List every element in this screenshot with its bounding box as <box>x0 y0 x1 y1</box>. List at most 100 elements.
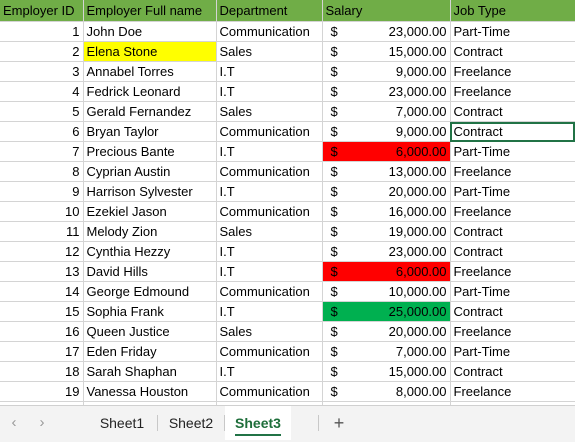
tab-sheet1[interactable]: Sheet1 <box>88 406 156 440</box>
cell-employer-id[interactable]: 16 <box>0 321 84 342</box>
cell-salary[interactable]: $23,000.00 <box>322 81 451 102</box>
cell-department[interactable]: I.T <box>216 61 323 82</box>
cell-full-name[interactable]: Fedrick Leonard <box>83 81 217 102</box>
cell-full-name[interactable]: Vanessa Houston <box>83 381 217 402</box>
cell-employer-id[interactable]: 8 <box>0 161 84 182</box>
cell-salary[interactable]: $19,000.00 <box>322 221 451 242</box>
plus-icon[interactable]: + <box>333 413 345 433</box>
cell-full-name[interactable]: David Hills <box>83 261 217 282</box>
cell-department[interactable]: Sales <box>216 101 323 122</box>
cell-department[interactable]: Communication <box>216 201 323 222</box>
cell-employer-id[interactable]: 3 <box>0 61 84 82</box>
cell-department[interactable]: I.T <box>216 241 323 262</box>
cell-employer-id[interactable]: 12 <box>0 241 84 262</box>
cell-employer-id[interactable]: 7 <box>0 141 84 162</box>
cell-full-name[interactable]: Sophia Frank <box>83 301 217 322</box>
cell-job-type[interactable]: Part-Time <box>450 341 575 362</box>
cell-job-type[interactable]: Contract <box>450 361 575 382</box>
cell-full-name[interactable]: Eden Friday <box>83 341 217 362</box>
cell-employer-id[interactable]: 2 <box>0 41 84 62</box>
cell-job-type[interactable]: Contract <box>450 41 575 62</box>
cell-job-type[interactable]: Part-Time <box>450 141 575 162</box>
cell-full-name[interactable]: Melody Zion <box>83 221 217 242</box>
header-cell-job-type[interactable]: Job Type <box>450 0 575 22</box>
cell-job-type[interactable]: Contract <box>450 121 575 142</box>
cell-full-name[interactable]: Sarah Shaphan <box>83 361 217 382</box>
cell-job-type[interactable]: Part-Time <box>450 21 575 42</box>
cell-salary[interactable]: $10,000.00 <box>322 281 451 302</box>
cell-department[interactable]: Sales <box>216 41 323 62</box>
cell-salary[interactable]: $23,000.00 <box>322 21 451 42</box>
cell-full-name[interactable]: Harrison Sylvester <box>83 181 217 202</box>
cell-employer-id[interactable]: 13 <box>0 261 84 282</box>
cell-salary[interactable]: $8,000.00 <box>322 381 451 402</box>
cell-full-name[interactable]: Gerald Fernandez <box>83 101 217 122</box>
cell-salary[interactable]: $9,000.00 <box>322 61 451 82</box>
empty-cell[interactable] <box>0 401 84 405</box>
cell-job-type[interactable]: Contract <box>450 221 575 242</box>
cell-salary[interactable]: $7,000.00 <box>322 341 451 362</box>
cell-job-type[interactable]: Contract <box>450 241 575 262</box>
cell-department[interactable]: I.T <box>216 141 323 162</box>
cell-department[interactable]: Sales <box>216 221 323 242</box>
cell-full-name[interactable]: Ezekiel Jason <box>83 201 217 222</box>
cell-full-name[interactable]: Annabel Torres <box>83 61 217 82</box>
cell-employer-id[interactable]: 5 <box>0 101 84 122</box>
cell-job-type[interactable]: Part-Time <box>450 281 575 302</box>
tab-sheet2[interactable]: Sheet2 <box>158 406 224 440</box>
chevron-left-icon[interactable]: ‹ <box>11 414 17 431</box>
cell-salary[interactable]: $9,000.00 <box>322 121 451 142</box>
cell-employer-id[interactable]: 6 <box>0 121 84 142</box>
cell-salary[interactable]: $7,000.00 <box>322 101 451 122</box>
cell-full-name[interactable]: Cynthia Hezzy <box>83 241 217 262</box>
empty-cell[interactable] <box>83 401 217 405</box>
cell-full-name[interactable]: Precious Bante <box>83 141 217 162</box>
cell-salary[interactable]: $16,000.00 <box>322 201 451 222</box>
cell-job-type[interactable]: Freelance <box>450 161 575 182</box>
cell-department[interactable]: I.T <box>216 261 323 282</box>
cell-job-type[interactable]: Part-Time <box>450 181 575 202</box>
cell-job-type[interactable]: Freelance <box>450 321 575 342</box>
empty-cell[interactable] <box>322 401 451 405</box>
cell-job-type[interactable]: Freelance <box>450 261 575 282</box>
cell-salary[interactable]: $6,000.00 <box>322 261 451 282</box>
cell-job-type[interactable]: Contract <box>450 301 575 322</box>
cell-employer-id[interactable]: 14 <box>0 281 84 302</box>
cell-job-type[interactable]: Freelance <box>450 81 575 102</box>
cell-full-name[interactable]: John Doe <box>83 21 217 42</box>
cell-employer-id[interactable]: 4 <box>0 81 84 102</box>
cell-department[interactable]: Communication <box>216 121 323 142</box>
cell-department[interactable]: Communication <box>216 21 323 42</box>
cell-department[interactable]: Communication <box>216 341 323 362</box>
cell-job-type[interactable]: Contract <box>450 101 575 122</box>
header-cell-salary[interactable]: Salary <box>322 0 451 22</box>
cell-salary[interactable]: $23,000.00 <box>322 241 451 262</box>
cell-department[interactable]: Communication <box>216 281 323 302</box>
cell-department[interactable]: I.T <box>216 81 323 102</box>
header-cell-full-name[interactable]: Employer Full name <box>83 0 217 22</box>
cell-salary[interactable]: $6,000.00 <box>322 141 451 162</box>
cell-employer-id[interactable]: 9 <box>0 181 84 202</box>
cell-department[interactable]: I.T <box>216 301 323 322</box>
cell-employer-id[interactable]: 11 <box>0 221 84 242</box>
header-cell-employer-id[interactable]: Employer ID <box>0 0 84 22</box>
header-cell-department[interactable]: Department <box>216 0 323 22</box>
cell-full-name[interactable]: Elena Stone <box>83 41 217 62</box>
cell-job-type[interactable]: Freelance <box>450 201 575 222</box>
chevron-right-icon[interactable]: › <box>39 414 45 431</box>
cell-employer-id[interactable]: 18 <box>0 361 84 382</box>
cell-salary[interactable]: $20,000.00 <box>322 181 451 202</box>
cell-department[interactable]: I.T <box>216 181 323 202</box>
cell-salary[interactable]: $25,000.00 <box>322 301 451 322</box>
cell-employer-id[interactable]: 1 <box>0 21 84 42</box>
cell-job-type[interactable]: Freelance <box>450 61 575 82</box>
empty-cell[interactable] <box>216 401 323 405</box>
cell-job-type[interactable]: Freelance <box>450 381 575 402</box>
cell-full-name[interactable]: George Edmound <box>83 281 217 302</box>
tab-sheet3[interactable]: Sheet3 <box>225 406 291 440</box>
cell-full-name[interactable]: Bryan Taylor <box>83 121 217 142</box>
cell-department[interactable]: Communication <box>216 381 323 402</box>
cell-full-name[interactable]: Queen Justice <box>83 321 217 342</box>
cell-salary[interactable]: $15,000.00 <box>322 361 451 382</box>
cell-employer-id[interactable]: 15 <box>0 301 84 322</box>
